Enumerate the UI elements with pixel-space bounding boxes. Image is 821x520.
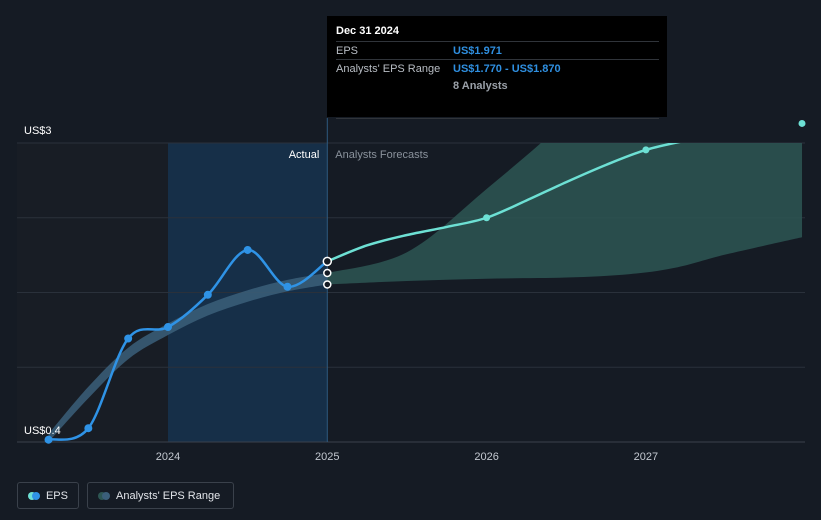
tooltip-analysts-count: 8 Analysts <box>453 79 508 92</box>
eps-actual-point <box>243 245 252 254</box>
eps-actual-point <box>203 290 212 299</box>
eps-actual-point <box>164 323 172 331</box>
tooltip: Dec 31 2024 EPS US$1.971 Analysts' EPS R… <box>327 16 667 119</box>
tooltip-date: Dec 31 2024 <box>336 25 399 37</box>
eps-forecast-point <box>483 214 491 222</box>
eps-forecast-point <box>642 146 650 154</box>
tooltip-spacer <box>336 94 659 119</box>
legend-eps-label: EPS <box>45 489 68 502</box>
eps-actual-point <box>84 424 93 433</box>
tooltip-eps-value: US$1.971 <box>453 44 502 57</box>
eps-actual-point <box>44 435 53 444</box>
region-label-forecast: Analysts Forecasts <box>335 149 428 161</box>
x-tick-label: 2027 <box>634 451 658 463</box>
eps-actual-point <box>124 334 133 343</box>
legend-analysts-range[interactable]: Analysts' EPS Range <box>87 482 234 509</box>
eps-forecast-line <box>326 143 681 263</box>
x-tick-label: 2024 <box>156 451 180 463</box>
y-tick-label-bottom: US$0.4 <box>24 425 61 437</box>
tooltip-eps-label: EPS <box>336 44 359 57</box>
legend-range-label: Analysts' EPS Range <box>116 489 221 502</box>
tooltip-range-label: Analysts' EPS Range <box>336 62 441 75</box>
legend-eps[interactable]: EPS <box>17 482 79 509</box>
plot-area <box>48 143 803 442</box>
tooltip-eps-row: EPS US$1.971 <box>336 41 659 59</box>
analyst-range-marker <box>323 280 332 289</box>
range-legend-dot-actual-icon <box>102 491 110 500</box>
analyst-range-marker <box>323 268 332 278</box>
y-tick-label-top: US$3 <box>24 125 52 137</box>
eps-actual-line <box>48 248 329 441</box>
range-band-forecast <box>327 143 803 285</box>
eps-actual-point <box>322 256 333 267</box>
eps-actual-point <box>283 282 292 291</box>
x-tick-label: 2026 <box>474 451 498 463</box>
tooltip-analysts-row: 8 Analysts <box>336 77 659 94</box>
eps-legend-dot-actual-icon <box>31 491 40 500</box>
eps-forecast-point <box>798 119 806 127</box>
x-tick-label: 2025 <box>315 451 339 463</box>
tooltip-range-row: Analysts' EPS Range US$1.770 - US$1.870 <box>336 59 659 77</box>
tooltip-range-value: US$1.770 - US$1.870 <box>453 62 561 75</box>
region-label-actual: Actual <box>289 149 320 161</box>
